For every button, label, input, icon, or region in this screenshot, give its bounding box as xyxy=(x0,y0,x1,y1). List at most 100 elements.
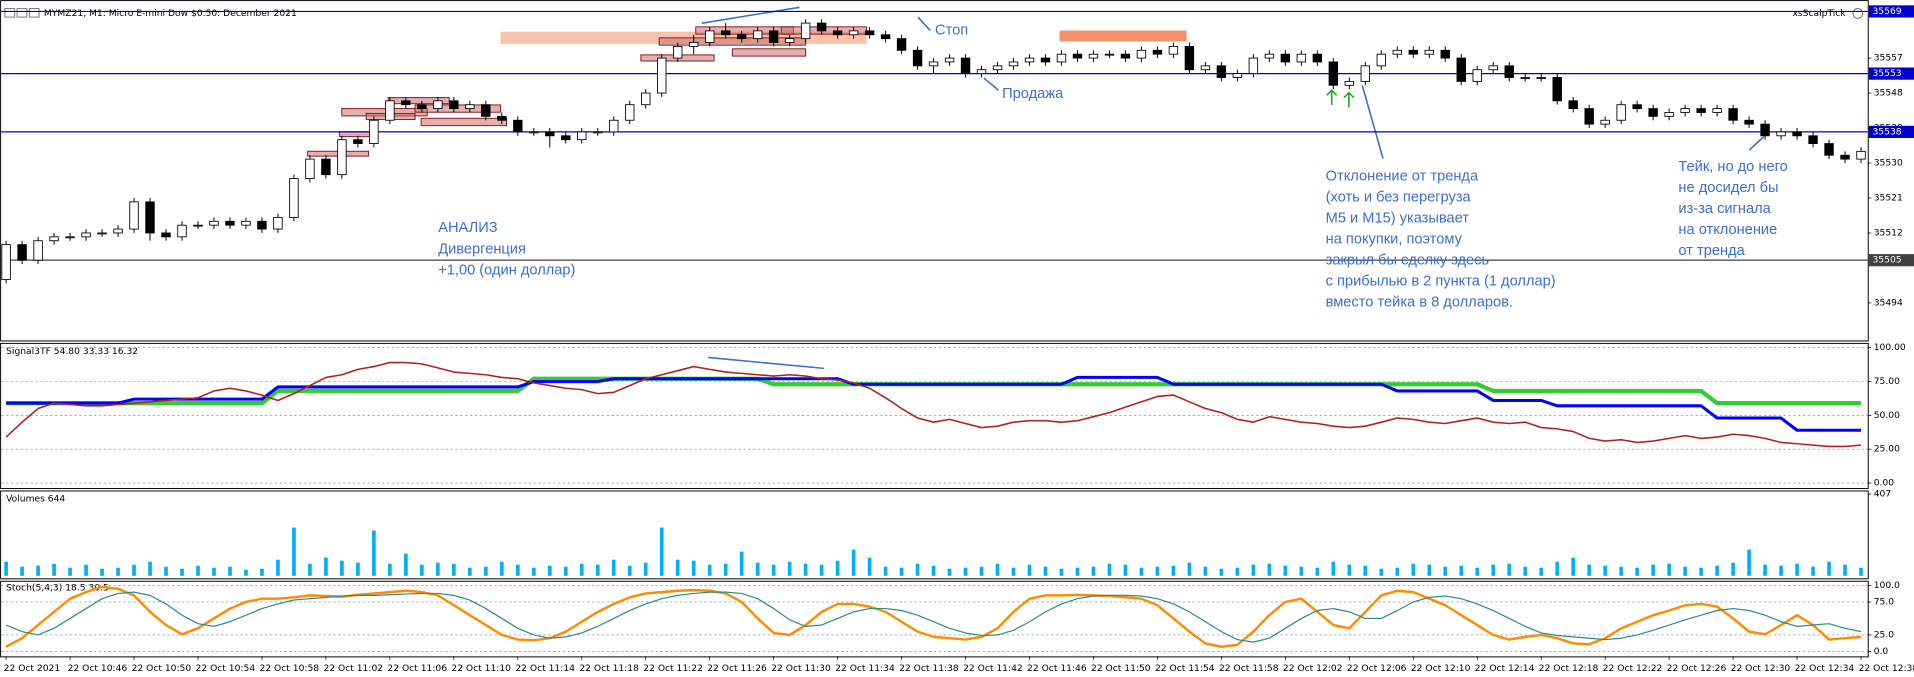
volume-bar xyxy=(356,562,360,576)
x-tick-label: 22 Oct 11:26 xyxy=(707,664,767,674)
y-tick-label: 407 xyxy=(1874,490,1892,500)
candle-body xyxy=(1184,45,1195,71)
y-tick-label: 75.0 xyxy=(1874,597,1895,607)
candle-body xyxy=(1808,135,1818,144)
candle-body xyxy=(1136,49,1147,59)
x-tick-label: 22 Oct 12:10 xyxy=(1411,664,1471,674)
volume-bar xyxy=(899,567,904,576)
volume-bar xyxy=(404,553,408,576)
volume-bar xyxy=(723,563,728,576)
candle-body xyxy=(1408,49,1418,55)
candle-body xyxy=(1040,57,1051,63)
candle-body xyxy=(241,220,251,226)
volume-bar xyxy=(707,564,712,576)
volume-bar xyxy=(292,527,296,576)
volume-bar xyxy=(1011,567,1016,576)
candle-body xyxy=(1792,131,1802,137)
volume-bar xyxy=(579,563,584,576)
candle-body xyxy=(289,178,299,218)
volume-bar xyxy=(1619,566,1623,576)
annotation: закрыл бы сделку здесь xyxy=(1326,253,1490,269)
volume-bar xyxy=(324,557,328,576)
candle-body xyxy=(704,30,715,43)
volume-bar xyxy=(867,557,872,576)
volume-bar xyxy=(547,565,552,576)
volume-bar xyxy=(452,563,456,576)
x-tick-label: 22 Oct 11:18 xyxy=(579,664,639,674)
volume-bar xyxy=(1379,568,1384,576)
box xyxy=(420,117,508,127)
candle-body xyxy=(1520,77,1530,79)
volume-bar xyxy=(1443,566,1448,576)
x-tick-label: 22 Oct 12:02 xyxy=(1283,664,1343,674)
volume-bar xyxy=(1363,565,1368,576)
candle-body xyxy=(1200,65,1211,71)
volume-bar xyxy=(979,566,984,576)
volume-bar xyxy=(68,567,72,576)
volume-bar xyxy=(611,559,616,576)
x-tick-label: 22 Oct 12:18 xyxy=(1539,664,1599,674)
volume-bar xyxy=(1155,566,1160,576)
volume-bar xyxy=(931,565,936,576)
annotation: не досидел бы xyxy=(1678,180,1778,196)
x-tick-label: 22 Oct 11:34 xyxy=(835,664,895,674)
x-tick-label: 22 Oct 11:38 xyxy=(899,664,959,674)
volume-bar xyxy=(1459,565,1464,576)
volume-bar xyxy=(627,565,632,576)
volume-bar xyxy=(1395,567,1400,576)
x-tick-label: 22 Oct 2021 xyxy=(4,664,61,674)
y-tick-label: 100.0 xyxy=(1874,581,1900,591)
annotation: на отклонение xyxy=(1678,222,1777,238)
volume-bar xyxy=(1107,563,1112,576)
icon xyxy=(1852,8,1864,19)
volume-bar xyxy=(1683,566,1687,576)
volume-bar xyxy=(52,563,56,576)
candle-body xyxy=(1584,108,1594,125)
volume-bar xyxy=(1859,567,1863,576)
x-tick-label: 22 Oct 10:50 xyxy=(132,664,192,674)
candle-body xyxy=(97,232,107,235)
candle-body xyxy=(1248,57,1259,75)
volume-bar xyxy=(244,569,248,576)
candle-body xyxy=(1712,108,1722,113)
volume-bar xyxy=(1491,564,1496,576)
candle-body xyxy=(1104,53,1115,56)
candle-body xyxy=(1264,53,1275,59)
annotation: Отклонение от тренда xyxy=(1326,169,1479,185)
candle-body xyxy=(1456,57,1466,82)
candle-body xyxy=(1664,112,1674,117)
volume-bar xyxy=(116,567,120,576)
volume-bar xyxy=(4,561,8,576)
candle-body xyxy=(209,220,219,226)
x-tick-label: 22 Oct 10:58 xyxy=(260,664,320,674)
candle-body xyxy=(944,57,955,63)
candle-body xyxy=(33,240,43,261)
volume-bar xyxy=(1571,557,1576,576)
y-tick-label: 35548 xyxy=(1874,89,1903,99)
volume-bar xyxy=(787,561,792,576)
box xyxy=(658,37,807,46)
volume-bar xyxy=(1811,566,1815,576)
candle-body xyxy=(864,30,875,36)
candle-body xyxy=(1232,73,1243,78)
level-box xyxy=(1868,67,1914,80)
annotation: АНАЛИЗ xyxy=(438,220,498,236)
signal-arrows xyxy=(1326,89,1355,108)
candle-body xyxy=(689,42,699,47)
x-tick-label: 22 Oct 11:30 xyxy=(771,664,831,674)
volume-bar xyxy=(1651,564,1655,576)
candle-body xyxy=(545,131,555,137)
candle-body xyxy=(1120,53,1131,59)
candle-body xyxy=(273,216,283,230)
volume-bar xyxy=(947,568,952,576)
panel-title: Stoch(5,4,3) 18.5 30.5 xyxy=(6,583,109,593)
volume-bar xyxy=(1667,563,1671,576)
candle-body xyxy=(593,131,603,134)
y-tick-label: 0.00 xyxy=(1874,479,1895,489)
volume-bar xyxy=(1699,567,1703,576)
volume-bar xyxy=(1507,563,1512,576)
y-tick-label: 35521 xyxy=(1874,193,1903,203)
candle-body xyxy=(768,30,779,43)
volume-bar xyxy=(1027,564,1032,576)
candle-body xyxy=(1840,154,1850,160)
